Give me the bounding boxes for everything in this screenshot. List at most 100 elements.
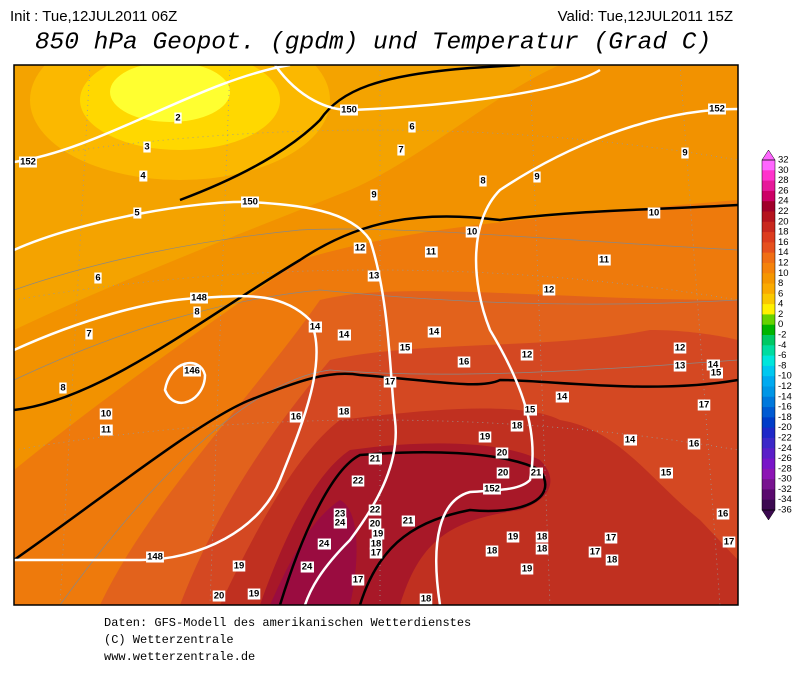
temperature-label-box xyxy=(506,531,520,543)
temperature-label: 6 xyxy=(409,122,414,133)
temperature-label: 17 xyxy=(590,547,601,558)
temperature-label: 6 xyxy=(95,273,100,284)
temperature-label: 17 xyxy=(385,377,396,388)
temperature-label: 19 xyxy=(508,532,519,543)
temperature-label: 16 xyxy=(718,509,729,520)
colorbar-swatch xyxy=(762,160,775,171)
colorbar-label: 0 xyxy=(778,319,783,330)
temperature-label-box xyxy=(597,254,611,266)
temperature-label: 18 xyxy=(421,594,432,605)
colorbar-label: 16 xyxy=(778,237,789,248)
temperature-label-box xyxy=(419,593,433,605)
temperature-label-box xyxy=(706,359,720,371)
temperature-label: 9 xyxy=(371,190,376,201)
temperature-label-box xyxy=(300,561,314,573)
colorbar-label: 32 xyxy=(778,155,789,166)
temperature-label-box xyxy=(457,356,471,368)
colorbar-label: 30 xyxy=(778,165,789,176)
colorbar-swatch xyxy=(762,180,775,192)
colorbar-label: -4 xyxy=(778,340,786,351)
colorbar-label: 4 xyxy=(778,299,783,310)
colorbar-swatch xyxy=(762,190,775,202)
colorbar-swatch xyxy=(762,499,775,511)
colorbar-swatch xyxy=(762,489,775,501)
temperature-label-box xyxy=(716,508,730,520)
temperature-label-box xyxy=(99,424,113,436)
colorbar-label: -8 xyxy=(778,360,786,371)
temperature-label: 24 xyxy=(319,539,330,550)
temperature-label: 20 xyxy=(498,468,509,479)
colorbar-label: 14 xyxy=(778,247,789,258)
colorbar-swatch xyxy=(762,468,775,480)
map-title: 850 hPa Geopot. (gpdm) und Temperatur (G… xyxy=(35,29,711,56)
geopotential-label: 150 xyxy=(341,105,357,116)
footer-line: (C) Wetterzentrale xyxy=(104,633,234,647)
temperature-label-box xyxy=(510,420,524,432)
temperature-label: 10 xyxy=(467,227,478,238)
colorbar-swatch xyxy=(762,427,775,439)
temperature-label: 14 xyxy=(557,392,568,403)
temperature-label-box xyxy=(427,326,441,338)
temperature-label-box xyxy=(193,306,201,318)
colorbar-swatch xyxy=(762,417,775,429)
colorbar-swatch xyxy=(762,252,775,264)
temperature-label-box xyxy=(371,528,385,540)
colorbar-label: -6 xyxy=(778,350,786,361)
temperature-label: 17 xyxy=(699,400,710,411)
temperature-label: 12 xyxy=(522,350,533,361)
temperature-label-box xyxy=(85,328,93,340)
temperature-label-box xyxy=(535,543,549,555)
temperature-label: 12 xyxy=(355,243,366,254)
colorbar-label: 2 xyxy=(778,309,783,320)
temperature-label: 13 xyxy=(675,361,686,372)
temperature-label-box xyxy=(588,546,602,558)
temperature-label-box xyxy=(496,467,510,479)
colorbar-swatch xyxy=(762,386,775,398)
colorbar-swatch xyxy=(762,221,775,233)
init-time: Init : Tue,12JUL2011 06Z xyxy=(10,8,177,25)
geopotential-label-box xyxy=(146,551,164,563)
colorbar-label: 18 xyxy=(778,227,789,238)
footer-line: Daten: GFS-Modell des amerikanischen Wet… xyxy=(104,616,471,630)
colorbar-label: -14 xyxy=(778,391,792,402)
temperature-label: 21 xyxy=(403,516,414,527)
temperature-label: 21 xyxy=(531,468,542,479)
temperature-label: 16 xyxy=(291,412,302,423)
temperature-label-box xyxy=(673,342,687,354)
colorbar-swatch xyxy=(762,396,775,408)
temperature-label: 14 xyxy=(625,435,636,446)
temperature-label-box xyxy=(523,404,537,416)
temperature-label-box xyxy=(397,144,405,156)
geopotential-label-box xyxy=(19,156,37,168)
temperature-label: 14 xyxy=(708,360,719,371)
colorbar-label: -20 xyxy=(778,422,792,433)
temperature-label-box xyxy=(535,531,549,543)
temperature-label: 19 xyxy=(480,432,491,443)
temperature-label-box xyxy=(687,438,701,450)
temperature-label: 18 xyxy=(512,421,523,432)
temperature-label: 11 xyxy=(599,255,610,266)
colorbar-label: -12 xyxy=(778,381,792,392)
temperature-label-box xyxy=(478,431,492,443)
colorbar-label: 22 xyxy=(778,206,789,217)
temperature-label-box xyxy=(673,360,687,372)
temperature-label-box xyxy=(370,189,378,201)
temperature-label: 7 xyxy=(398,145,403,156)
temperature-label-box xyxy=(697,399,711,411)
colorbar-swatch xyxy=(762,437,775,449)
temperature-label-box xyxy=(99,408,113,420)
temperature-label-box xyxy=(605,554,619,566)
temperature-label-box xyxy=(369,538,383,550)
colorbar-label: -36 xyxy=(778,505,792,516)
colorbar-swatch xyxy=(762,283,775,295)
geopotential-label: 148 xyxy=(191,293,207,304)
temperature-label: 20 xyxy=(370,519,381,530)
temperature-label: 15 xyxy=(661,468,672,479)
temperature-label-box xyxy=(337,406,351,418)
temperature-label-box xyxy=(542,284,556,296)
colorbar-arrow xyxy=(761,149,776,161)
temperature-label: 20 xyxy=(497,448,508,459)
temperature-label-box xyxy=(659,467,673,479)
colorbar-label: 6 xyxy=(778,288,783,299)
